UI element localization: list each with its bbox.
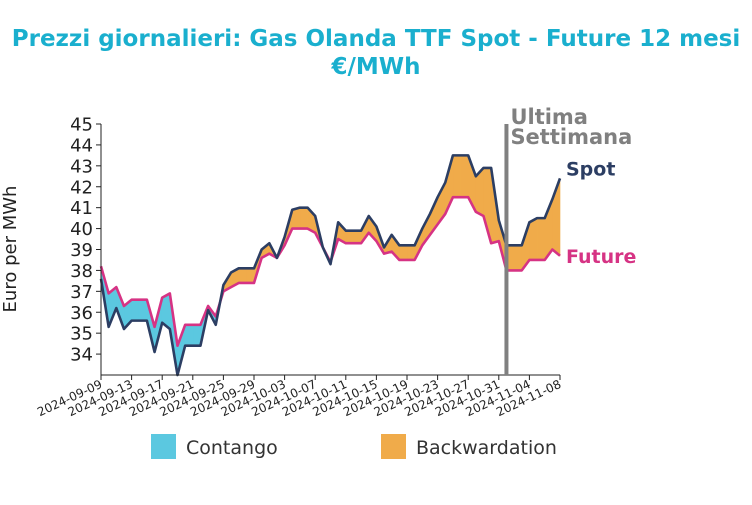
y-tick-label: 37 bbox=[70, 282, 93, 303]
annotation-line-2: Settimana bbox=[510, 125, 632, 149]
y-tick-label: 36 bbox=[70, 303, 93, 324]
spread-segment bbox=[513, 245, 523, 271]
spread-segment bbox=[529, 217, 538, 261]
legend-label-contango: Contango bbox=[186, 437, 278, 459]
y-tick-label: 45 bbox=[70, 115, 93, 136]
spread-segment bbox=[399, 245, 408, 261]
y-tick-label: 35 bbox=[70, 324, 93, 345]
spread-segment bbox=[246, 268, 255, 284]
spread-segment bbox=[291, 207, 301, 229]
chart-subtitle: €/MWh bbox=[330, 54, 420, 80]
axes: 3435363738394041424344452024-09-092024-0… bbox=[35, 115, 563, 420]
spread-segment bbox=[345, 230, 354, 244]
y-axis-label: Euro per MWh bbox=[0, 186, 21, 313]
spread-segment bbox=[536, 217, 546, 261]
annotation-line-1: Ultima bbox=[510, 105, 588, 129]
legend-label-backwardation: Backwardation bbox=[416, 437, 557, 459]
y-tick-label: 44 bbox=[70, 135, 93, 156]
y-tick-label: 41 bbox=[70, 198, 93, 219]
legend: Contango Backwardation bbox=[151, 434, 557, 459]
future-end-label: Future bbox=[566, 246, 636, 268]
y-tick-label: 34 bbox=[70, 345, 93, 366]
spread-segment bbox=[353, 230, 362, 244]
spread-segment bbox=[184, 324, 194, 347]
spread-segment bbox=[192, 324, 201, 347]
y-tick-label: 38 bbox=[70, 261, 93, 282]
spread-segment bbox=[131, 299, 140, 321]
spread-segment bbox=[238, 268, 247, 284]
y-tick-label: 42 bbox=[70, 177, 93, 198]
spread-segment bbox=[406, 245, 415, 261]
spread-segment bbox=[299, 207, 308, 229]
legend-swatch-backwardation bbox=[381, 434, 406, 459]
chart-title: Prezzi giornalieri: Gas Olanda TTF Spot … bbox=[12, 26, 741, 52]
y-tick-label: 40 bbox=[70, 219, 93, 240]
spot-end-label: Spot bbox=[566, 158, 615, 180]
y-tick-label: 39 bbox=[70, 240, 93, 261]
series-end-labels: Spot Future bbox=[566, 158, 636, 267]
spread-segment bbox=[138, 299, 148, 321]
legend-swatch-contango bbox=[151, 434, 176, 459]
y-tick-label: 43 bbox=[70, 156, 93, 177]
spread-segment bbox=[452, 155, 461, 198]
spread-segment bbox=[460, 155, 469, 198]
